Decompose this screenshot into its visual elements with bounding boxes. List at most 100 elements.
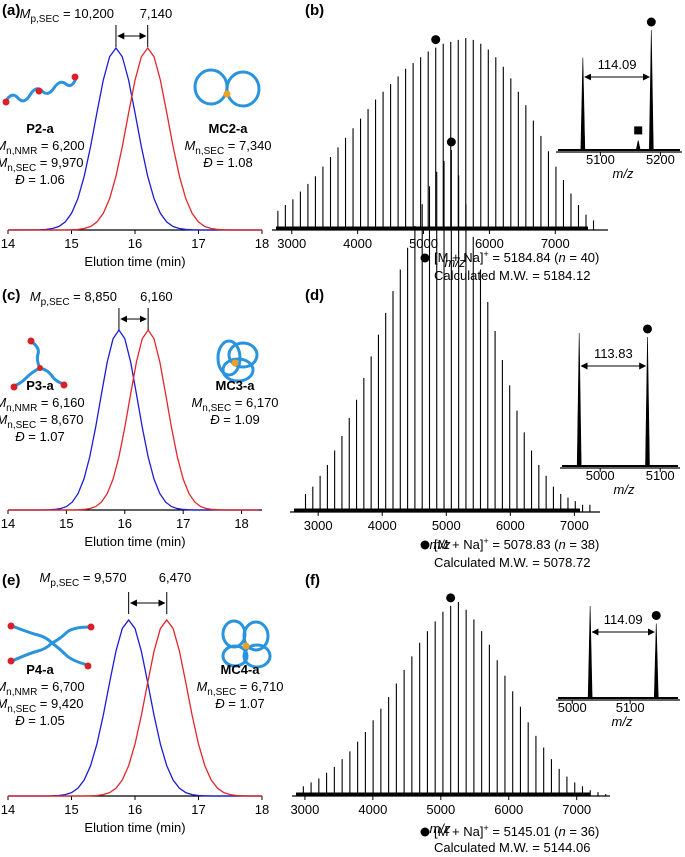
sample-property: Mn,NMR = 6,200 [0,138,85,157]
x-tick-label: 5000 [432,518,461,533]
inset-x-axis-label: m/z [612,714,633,729]
mp-label-part: = [79,570,94,585]
peak-marker [446,137,456,147]
spacing-label: 114.09 [604,612,643,627]
sec-trace [8,328,260,511]
x-axis-label: m/z [430,537,451,552]
x-tick-label: 7000 [562,802,591,817]
sample-property-part: = 9,420 [36,696,83,711]
sample-property-part: = 1.07 [225,696,265,711]
star4-polymer-cartoon [7,622,95,670]
sample-property-part: M [184,138,195,153]
mp-label: Mp,SEC = 8,850 [30,289,117,308]
sample-property-part: n,NMR [6,687,37,698]
mp-label-part: 8,850 [84,289,117,304]
sample-property-part: Đ [210,412,220,427]
sample-property-part: = 1.08 [213,155,253,170]
x-tick-label: 15 [64,236,78,251]
sample-property-part: M [0,138,6,153]
ion-label-part: n [559,824,566,839]
sample-property: Mn,SEC = 8,670 [0,412,84,431]
x-tick-label: 3000 [277,236,306,251]
x-tick-label: 17 [191,802,205,817]
sample-property-part: n,SEC [7,163,36,174]
sample-property: Đ = 1.05 [15,713,65,728]
x-axis-label: Elution time (min) [84,820,185,835]
sample-property: Đ = 1.09 [210,412,260,427]
mp-label: Mp,SEC = 9,570 [40,570,127,589]
sec-trace [8,618,262,797]
x-tick-label: 6000 [494,802,523,817]
mp-label-part: 10,200 [74,6,114,21]
sample-property: Mn,SEC = 7,340 [184,138,271,157]
sample-property-part: = 6,170 [231,395,278,410]
inset-peak [576,332,582,467]
panel-label: (e) [2,572,20,589]
sample-property-part: = 8,670 [36,412,83,427]
inset-peak [635,140,641,151]
sample-property-part: n,SEC [195,146,224,157]
mp-label-part: 9,570 [94,570,127,585]
ion-label-part: = 40) [566,250,600,265]
sample-property-part: = 6,700 [37,679,84,694]
sample-property-part: M [0,412,7,427]
x-tick-label: 6000 [475,236,504,251]
x-tick-label: 17 [191,236,205,251]
sample-name: MC3-a [215,378,255,393]
x-tick-label: 5200 [646,152,675,167]
ion-label-part: = 36) [566,824,600,839]
x-axis-label: Elution time (min) [84,534,185,549]
tricyclic-polymer-cartoon [216,339,259,383]
x-tick-label: 5000 [426,802,455,817]
sample-property: Mn,NMR = 6,700 [0,679,85,698]
mp-label-part: M [20,6,31,21]
inset-x-axis-label: m/z [614,482,635,497]
x-tick-label: 5100 [586,152,615,167]
inset-x-axis-label: m/z [613,166,634,181]
ion-label: [M + Na]+ = 5078.83 (n = 38) [434,536,599,552]
ion-label-part: [M + Na] [434,824,484,839]
legend-marker [420,253,430,263]
ion-label-part: n [559,537,566,552]
sample-name: P3-a [26,378,54,393]
sample-name: MC4-a [220,662,260,677]
x-tick-label: 5100 [616,700,645,715]
spacing-label: 114.09 [598,57,637,72]
x-tick-label: 3000 [290,802,319,817]
x-tick-label: 4000 [358,802,387,817]
sample-property: Đ = 1.08 [203,155,253,170]
sec-trace [8,328,260,511]
inset-peak [648,29,654,151]
panel-label: (b) [305,2,324,19]
peak-marker [431,35,441,45]
x-tick-label: 4000 [368,518,397,533]
ion-label-part: = 5145.01 ( [489,824,559,839]
x-axis-label: m/z [430,821,451,836]
x-tick-label: 18 [255,236,269,251]
star3-polymer-cartoon [10,337,68,391]
calc-label: Calculated M.W. = 5144.06 [434,840,590,855]
ion-label: [M + Na]+ = 5145.01 (n = 36) [434,823,599,839]
x-tick-label: 18 [255,802,269,817]
ion-label-part: + [484,823,489,833]
sec-trace [8,46,262,231]
x-tick-label: 5000 [558,700,587,715]
x-tick-label: 14 [1,236,15,251]
mp-label-part: p,SEC [41,297,70,308]
ion-label-part: + [484,536,489,546]
sample-property-part: = 7,340 [224,138,271,153]
sample-property-part: n,SEC [7,704,36,715]
sample-property-part: = 6,160 [37,395,84,410]
x-tick-label: 7000 [560,518,589,533]
sample-property: Đ = 1.07 [215,696,265,711]
mp-label-part: = [70,289,85,304]
inset-peak [653,623,659,699]
sample-property-part: = 1.09 [220,412,260,427]
sample-name: P4-a [26,662,54,677]
sample-property-part: = 6,200 [37,138,84,153]
peak-marker [642,324,652,334]
spacing-label: 113.83 [594,346,633,361]
panel-label: (f) [305,572,320,589]
sample-property-part: n,SEC [207,687,236,698]
